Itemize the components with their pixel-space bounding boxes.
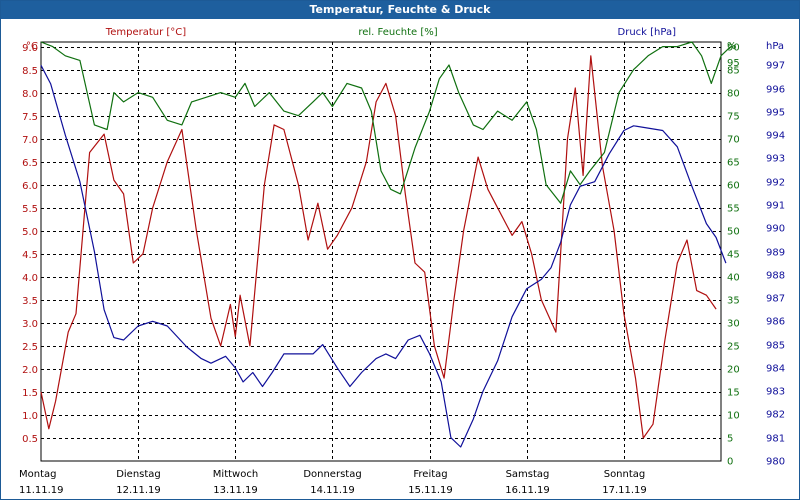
series-line-temperature	[40, 55, 717, 439]
humidity-tick-label: 50	[727, 227, 740, 238]
humidity-axis-unit: %	[727, 41, 737, 52]
temperature-tick-label: 7.5	[22, 112, 38, 123]
pressure-tick-label: 988	[766, 271, 785, 282]
temperature-tick-label: 2.5	[22, 342, 38, 353]
pressure-tick-label: 983	[766, 387, 785, 398]
x-tick-date: 13.11.19	[213, 485, 258, 496]
pressure-axis-unit: hPa	[766, 41, 784, 52]
temperature-tick-label: 1.0	[22, 411, 38, 422]
temperature-tick-label: 4.0	[22, 273, 38, 284]
x-tick-date: 16.11.19	[505, 485, 550, 496]
temperature-tick-label: 3.0	[22, 319, 38, 330]
temperature-tick-label: 6.0	[22, 181, 38, 192]
axes: 0.5 1.0 1.5 2.0 2.5 3.0 3.5 4.0 4.5 5.0 5.5 6.0 6.5 7…	[19, 41, 785, 496]
humidity-tick-label: 85	[727, 66, 740, 77]
legend-humidity: rel. Feuchte [%]	[358, 27, 437, 38]
humidity-tick-label: 55	[727, 204, 740, 215]
x-tick-day: Samstag	[506, 469, 550, 480]
x-tick-day: Freitag	[413, 469, 447, 480]
humidity-tick-label: 65	[727, 158, 740, 169]
humidity-tick-label: 25	[727, 342, 740, 353]
pressure-tick-label: 984	[766, 364, 785, 375]
pressure-tick-label: 993	[766, 154, 785, 165]
humidity-tick-label: 90	[727, 43, 740, 54]
humidity-tick-label: 35	[727, 296, 740, 307]
pressure-tick-label: 987	[766, 294, 785, 305]
humidity-tick-label: 95	[727, 58, 740, 69]
series	[40, 41, 732, 448]
pressure-tick-label: 985	[766, 341, 785, 352]
pressure-tick-label: 980	[766, 457, 785, 468]
humidity-tick-label: 40	[727, 273, 740, 284]
pressure-tick-label: 989	[766, 248, 785, 259]
temperature-tick-label: 0.5	[22, 434, 38, 445]
pressure-tick-label: 992	[766, 178, 785, 189]
legend: Temperatur [°C] rel. Feuchte [%] Druck [hP…	[105, 27, 676, 38]
legend-temperature: Temperatur [°C]	[105, 27, 186, 38]
humidity-tick-label: 70	[727, 135, 740, 146]
x-tick-date: 15.11.19	[408, 485, 453, 496]
x-tick-day: Donnerstag	[303, 469, 361, 480]
temperature-tick-label: 4.5	[22, 250, 38, 261]
legend-pressure: Druck [hPa]	[618, 27, 677, 38]
humidity-tick-label: 30	[727, 319, 740, 330]
temperature-tick-label: 5.5	[22, 204, 38, 215]
x-tick-day: Sonntag	[604, 469, 646, 480]
pressure-tick-label: 981	[766, 434, 785, 445]
x-tick-date: 17.11.19	[602, 485, 647, 496]
pressure-tick-label: 990	[766, 224, 785, 235]
pressure-tick-label: 986	[766, 317, 785, 328]
x-tick-day: Mittwoch	[213, 469, 258, 480]
pressure-tick-label: 996	[766, 85, 785, 96]
temperature-tick-label: 2.0	[22, 365, 38, 376]
x-tick-day: Dienstag	[116, 469, 161, 480]
temperature-tick-label: 8.0	[22, 89, 38, 100]
humidity-tick-label: 20	[727, 365, 740, 376]
temperature-axis-unit: °C	[26, 41, 38, 52]
temperature-tick-label: 5.0	[22, 227, 38, 238]
series-line-humidity	[40, 41, 732, 204]
series-line-pressure	[40, 65, 727, 448]
temperature-tick-label: 6.5	[22, 158, 38, 169]
humidity-tick-label: 15	[727, 388, 740, 399]
temperature-tick-label: 7.0	[22, 135, 38, 146]
grid	[40, 41, 722, 462]
temperature-tick-label: 1.5	[22, 388, 38, 399]
window-title: Temperatur, Feuchte & Druck	[1, 1, 799, 19]
temperature-tick-label: 9.0	[22, 43, 38, 54]
humidity-tick-label: 80	[727, 89, 740, 100]
pressure-tick-label: 991	[766, 201, 785, 212]
pressure-tick-label: 997	[766, 61, 785, 72]
humidity-tick-label: 45	[727, 250, 740, 261]
humidity-tick-label: 0	[727, 457, 733, 468]
x-tick-day: Montag	[19, 469, 56, 480]
pressure-tick-label: 994	[766, 131, 785, 142]
x-tick-date: 14.11.19	[310, 485, 355, 496]
humidity-tick-label: 10	[727, 411, 740, 422]
x-tick-date: 12.11.19	[116, 485, 161, 496]
pressure-tick-label: 995	[766, 108, 785, 119]
humidity-tick-label: 60	[727, 181, 740, 192]
temperature-tick-label: 8.5	[22, 66, 38, 77]
humidity-tick-label: 5	[727, 434, 733, 445]
humidity-tick-label: 75	[727, 112, 740, 123]
x-tick-date: 11.11.19	[19, 485, 64, 496]
temperature-tick-label: 3.5	[22, 296, 38, 307]
pressure-tick-label: 982	[766, 410, 785, 421]
